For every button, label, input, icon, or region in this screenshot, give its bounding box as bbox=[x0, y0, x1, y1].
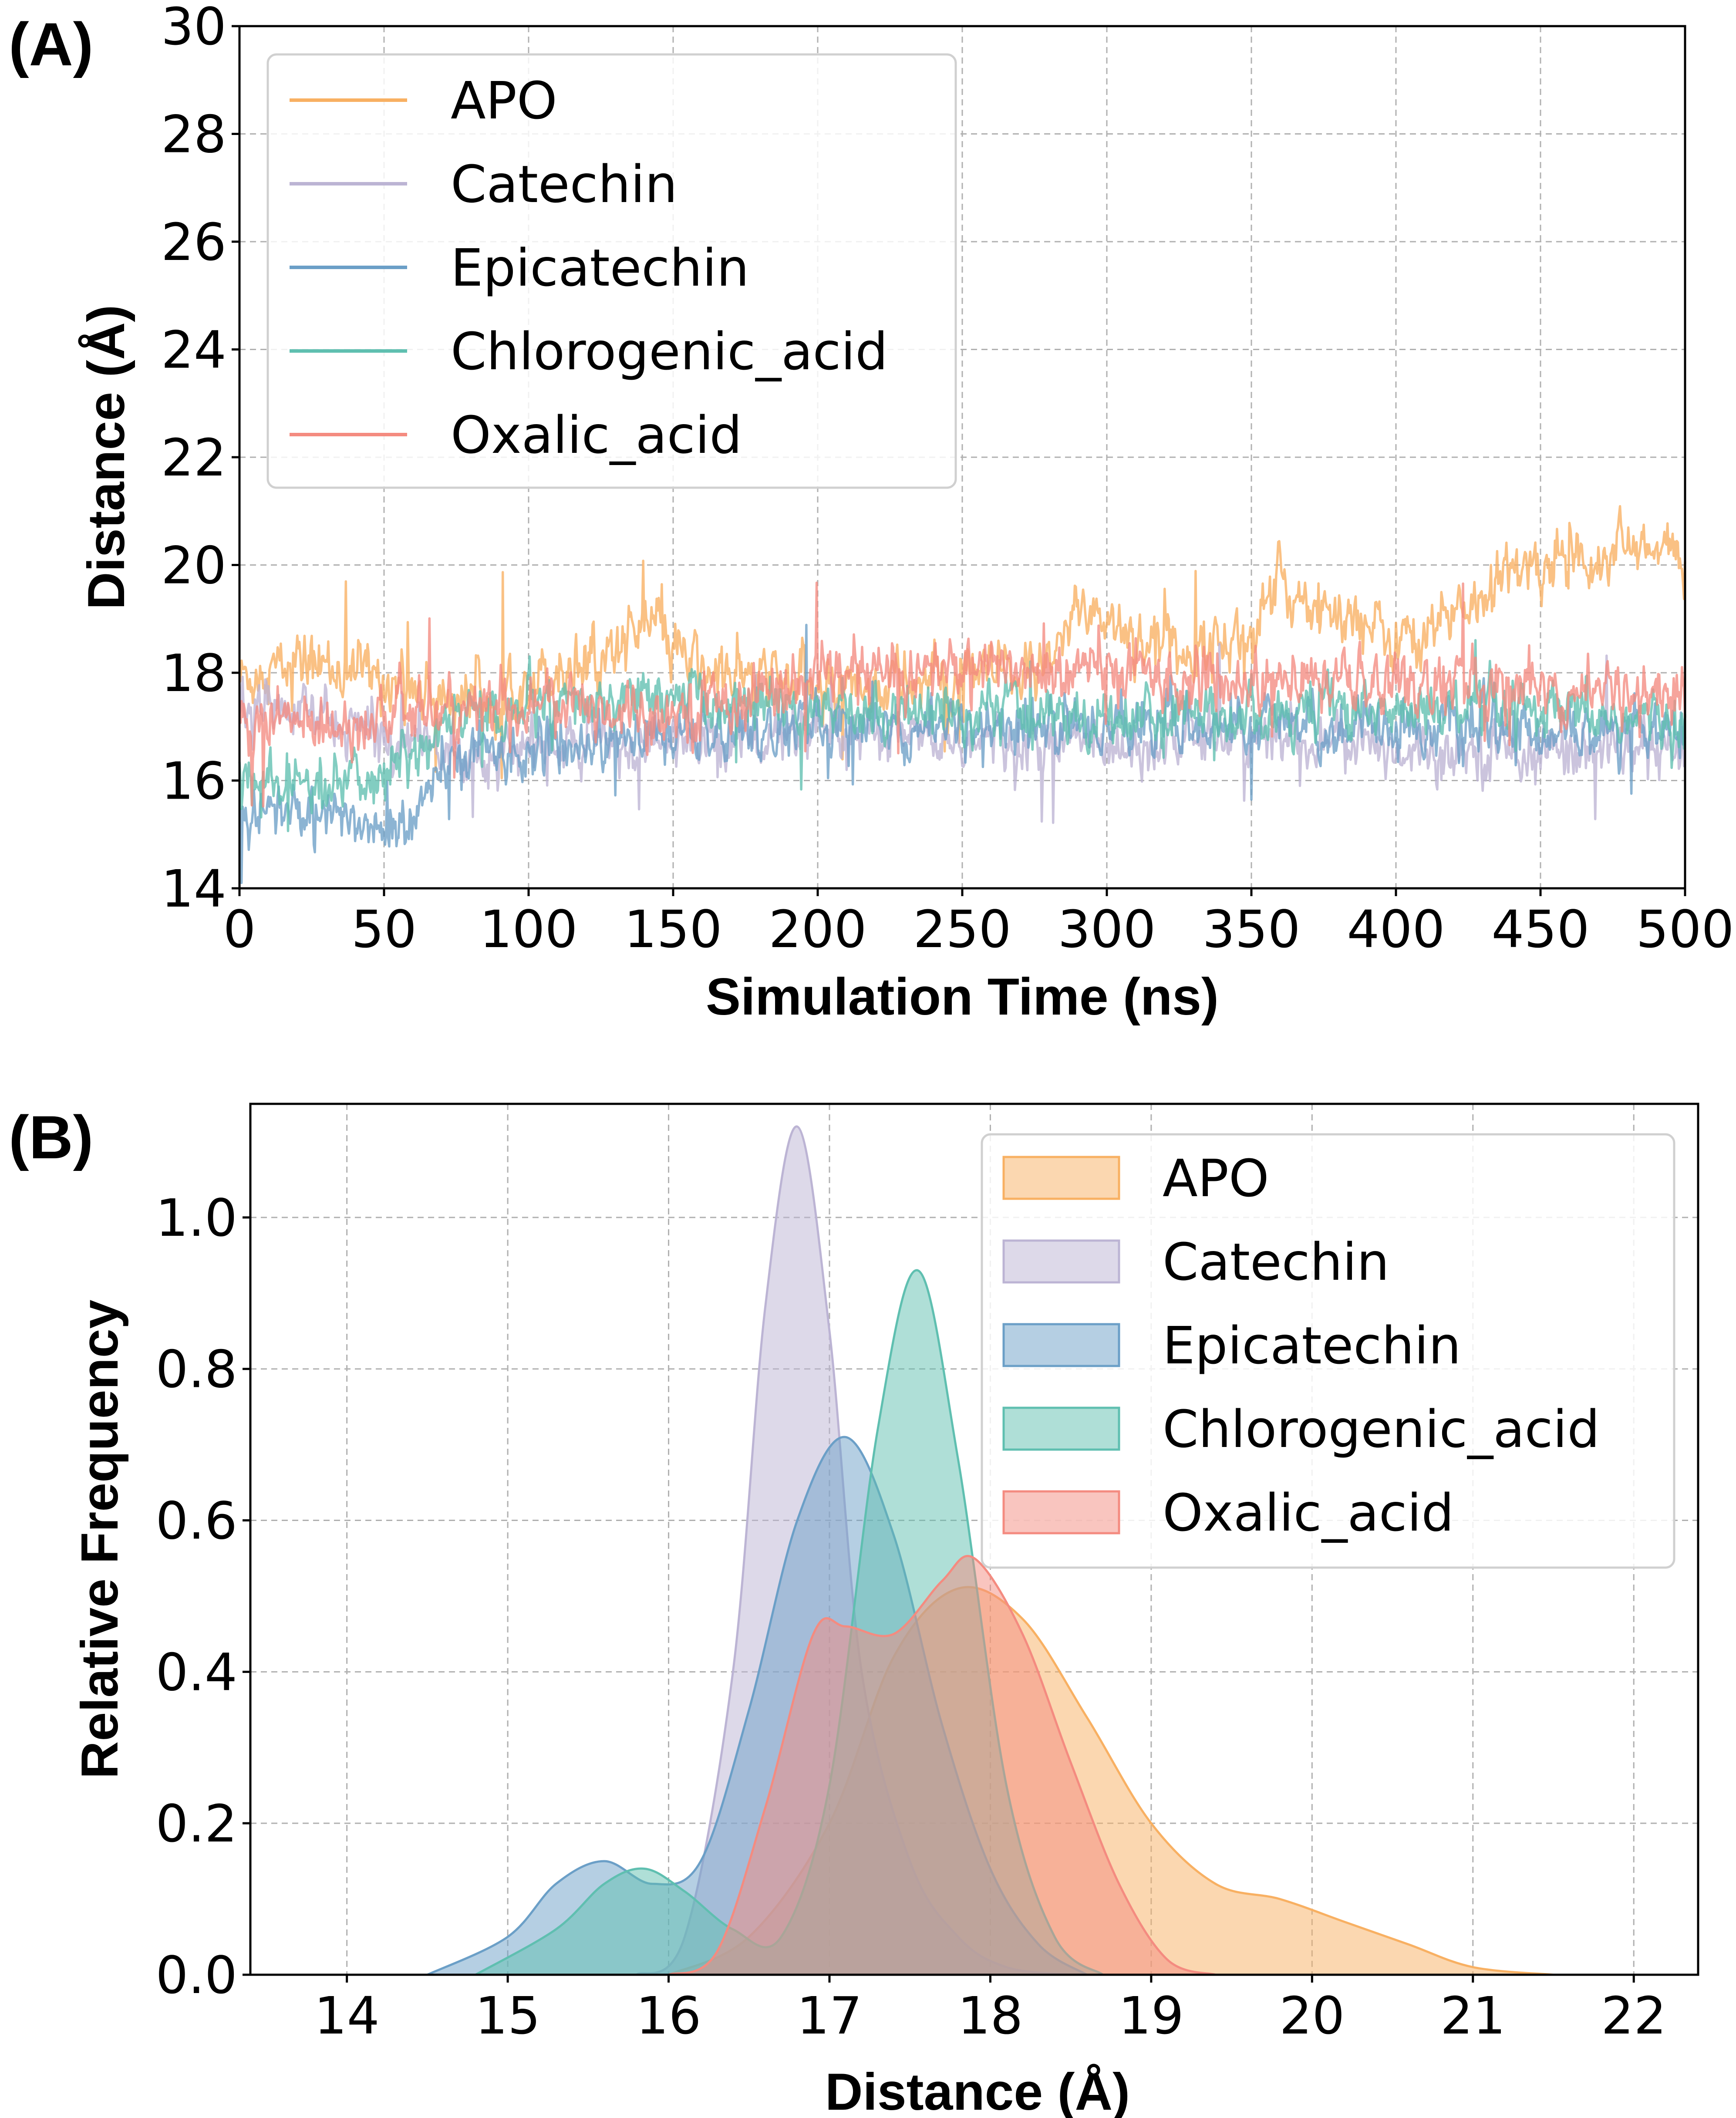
density-outline-oxalic-acid bbox=[668, 1555, 1216, 1976]
panel-b-x-tick-label: 18 bbox=[957, 1986, 1023, 2046]
panel-a-x-tick-label: 50 bbox=[351, 899, 417, 959]
panel-b-y-tick-label: 0.2 bbox=[155, 1794, 237, 1854]
panel-a-legend: APO Catechin Epicatechin Chlorogenic_acid Ox… bbox=[266, 53, 957, 489]
series-line-apo bbox=[238, 505, 1686, 779]
panel-a-label: (A) bbox=[9, 10, 93, 78]
panel-b-y-ticks: 0.0 0.2 0.4 0.6 0.8 1.0 bbox=[155, 1188, 250, 2005]
legend-b-swatch-chlorogenic-acid bbox=[1002, 1406, 1120, 1451]
panel-a-x-tick-label: 500 bbox=[1636, 899, 1734, 959]
panel-a-x-tick-label: 100 bbox=[479, 899, 577, 959]
legend-a-label-epicatechin: Epicatechin bbox=[451, 238, 749, 298]
panel-b-x-tick-label: 14 bbox=[314, 1986, 380, 2046]
panel-b-y-tick-label: 0.8 bbox=[155, 1339, 237, 1400]
legend-b-label-oxalic-acid: Oxalic_acid bbox=[1163, 1483, 1454, 1543]
series-line-chlorogenic-acid bbox=[238, 639, 1686, 833]
panel-a-y-tick-label: 28 bbox=[161, 105, 226, 165]
panel-a-x-axis-title: Simulation Time (ns) bbox=[706, 968, 1219, 1026]
panel-a-y-axis-title: Distance (Å) bbox=[77, 305, 135, 610]
panel-b-y-tick-label: 0.6 bbox=[155, 1491, 237, 1551]
panel-a-x-tick-label: 300 bbox=[1058, 899, 1156, 959]
panel-b-x-tick-label: 15 bbox=[475, 1986, 540, 2046]
panel-a-y-tick-label: 14 bbox=[161, 859, 226, 919]
panel-b-series bbox=[330, 1125, 1634, 1976]
legend-b-swatch-apo bbox=[1002, 1156, 1120, 1200]
series-line-catechin bbox=[238, 642, 1686, 824]
legend-b-swatch-oxalic-acid bbox=[1002, 1490, 1120, 1535]
panel-b-x-tick-label: 21 bbox=[1440, 1986, 1506, 2046]
panel-b-x-tick-label: 20 bbox=[1279, 1986, 1345, 2046]
panel-b-plot-frame bbox=[249, 1103, 1699, 1976]
panel-b-y-tick-label: 1.0 bbox=[155, 1188, 237, 1248]
panel-a-y-ticks: 14 16 18 20 22 24 26 28 30 bbox=[161, 0, 239, 919]
panel-b-y-tick-label: 0.0 bbox=[155, 1945, 237, 2005]
legend-b-label-epicatechin: Epicatechin bbox=[1163, 1315, 1461, 1376]
series-line-oxalic-acid bbox=[238, 581, 1686, 808]
panel-a-x-tick-label: 350 bbox=[1202, 899, 1300, 959]
legend-b-swatch-catechin bbox=[1002, 1239, 1120, 1284]
panel-a-y-tick-label: 30 bbox=[161, 0, 226, 57]
panel-b-x-tick-label: 22 bbox=[1601, 1986, 1666, 2046]
panel-a-line-chart: (A) 0 50 100 150 200 250 300 350 400 450 500 14161… bbox=[9, 0, 1734, 1026]
legend-a-label-catechin: Catechin bbox=[451, 154, 678, 214]
panel-b-y-tick-label: 0.4 bbox=[155, 1642, 237, 1702]
panel-b-x-tick-label: 16 bbox=[636, 1986, 701, 2046]
legend-b-swatch-epicatechin bbox=[1002, 1323, 1120, 1367]
panel-a-x-tick-label: 450 bbox=[1491, 899, 1589, 959]
panel-b-legend: APO Catechin Epicatechin Chlorogenic_acid Ox… bbox=[981, 1133, 1675, 1569]
panel-a-x-tick-label: 0 bbox=[223, 899, 256, 959]
panel-a-series bbox=[238, 505, 1686, 884]
legend-a-label-oxalic-acid: Oxalic_acid bbox=[451, 405, 742, 465]
panel-a-y-tick-label: 24 bbox=[161, 320, 226, 380]
panel-b-legend-box bbox=[981, 1133, 1675, 1569]
panel-b-x-axis-title: Distance (Å) bbox=[825, 2063, 1130, 2118]
legend-a-label-apo: APO bbox=[451, 71, 557, 131]
panel-a-x-tick-label: 150 bbox=[624, 899, 722, 959]
panel-b-x-tick-label: 19 bbox=[1119, 1986, 1184, 2046]
panel-a-y-tick-label: 26 bbox=[161, 212, 226, 272]
legend-b-label-apo: APO bbox=[1163, 1148, 1269, 1208]
series-line-epicatechin bbox=[238, 624, 1686, 884]
panel-a-y-tick-label: 22 bbox=[161, 428, 226, 488]
panel-a-y-tick-label: 18 bbox=[161, 643, 226, 703]
legend-b-label-catechin: Catechin bbox=[1163, 1232, 1389, 1292]
panel-a-legend-box bbox=[266, 53, 957, 489]
panel-b-y-axis-title: Relative Frequency bbox=[71, 1300, 129, 1779]
legend-b-label-chlorogenic-acid: Chlorogenic_acid bbox=[1163, 1399, 1600, 1459]
panel-b-x-ticks: 14 15 16 17 18 19 20 21 22 bbox=[314, 1975, 1666, 2046]
panel-b-x-tick-label: 17 bbox=[797, 1986, 862, 2046]
panel-a-y-tick-label: 16 bbox=[161, 751, 226, 811]
panel-a-x-tick-label: 400 bbox=[1347, 899, 1445, 959]
density-area-oxalic-acid bbox=[668, 1556, 1216, 1975]
panel-b-label: (B) bbox=[9, 1103, 93, 1171]
panel-b-area-chart: (B) 14 15 16 17 18 19 20 21 22 0.0 0.2 0.4 0.6 0.8 1.… bbox=[9, 1103, 1699, 2118]
legend-a-label-chlorogenic-acid: Chlorogenic_acid bbox=[451, 321, 888, 381]
panel-a-x-ticks: 0 50 100 150 200 250 300 350 400 450 500 bbox=[223, 888, 1734, 959]
panel-a-y-tick-label: 20 bbox=[161, 536, 226, 596]
panel-a-x-tick-label: 250 bbox=[913, 899, 1011, 959]
panel-a-x-tick-label: 200 bbox=[769, 899, 866, 959]
